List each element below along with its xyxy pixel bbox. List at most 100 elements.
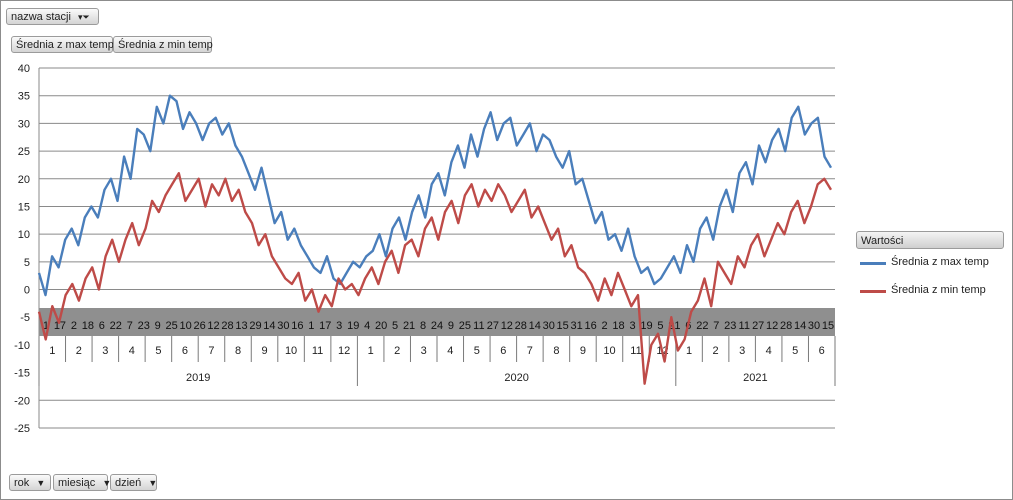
y-tick-label: 5 bbox=[24, 257, 30, 269]
month-label: 7 bbox=[527, 345, 533, 357]
day-label: 6 bbox=[99, 320, 105, 332]
day-label: 28 bbox=[221, 320, 233, 332]
y-tick-label: 25 bbox=[18, 146, 30, 158]
month-label: 12 bbox=[338, 345, 350, 357]
day-label: 22 bbox=[696, 320, 708, 332]
day-label: 12 bbox=[501, 320, 513, 332]
values-field-min-label: Średnia z min temp bbox=[118, 39, 213, 51]
day-label: 11 bbox=[473, 320, 484, 332]
day-label: 25 bbox=[459, 320, 471, 332]
day-label: 27 bbox=[752, 320, 764, 332]
month-label: 3 bbox=[739, 345, 745, 357]
month-label: 10 bbox=[285, 345, 297, 357]
month-label: 4 bbox=[447, 345, 453, 357]
day-label: 17 bbox=[319, 320, 331, 332]
y-tick-label: 30 bbox=[18, 118, 30, 130]
day-label: 7 bbox=[127, 320, 133, 332]
month-label: 3 bbox=[421, 345, 427, 357]
day-label-band bbox=[39, 308, 835, 336]
y-tick-label: -5 bbox=[20, 312, 30, 324]
month-label: 2 bbox=[713, 345, 719, 357]
dropdown-arrow-icon: ▼ bbox=[148, 478, 158, 488]
values-field-min-button[interactable]: Średnia z min temp bbox=[113, 36, 213, 53]
month-label: 4 bbox=[766, 345, 772, 357]
y-tick-label: 10 bbox=[18, 229, 30, 241]
legend-label-min: Średnia z min temp bbox=[891, 284, 986, 296]
day-label: 15 bbox=[822, 320, 834, 332]
funnel-filter-icon: ▾⏷ bbox=[77, 12, 90, 22]
legend-header-label: Wartości bbox=[861, 235, 904, 247]
day-label: 15 bbox=[557, 320, 569, 332]
day-label: 29 bbox=[249, 320, 261, 332]
month-label: 1 bbox=[49, 345, 55, 357]
values-field-max-button[interactable]: Średnia z max temp bbox=[11, 36, 114, 53]
day-label: 14 bbox=[794, 320, 806, 332]
day-label: 25 bbox=[166, 320, 178, 332]
legend-label-max: Średnia z max temp bbox=[891, 256, 989, 268]
series-line-min-temp bbox=[37, 171, 833, 385]
day-label: 22 bbox=[110, 320, 122, 332]
year-label: 2019 bbox=[186, 372, 210, 384]
day-label: 24 bbox=[431, 320, 443, 332]
day-label: 30 bbox=[277, 320, 289, 332]
y-tick-label: 40 bbox=[18, 63, 30, 75]
day-label: 9 bbox=[448, 320, 454, 332]
legend-header[interactable]: Wartości bbox=[856, 231, 1004, 249]
month-label: 6 bbox=[500, 345, 506, 357]
month-label: 2 bbox=[394, 345, 400, 357]
axis-field-month-button[interactable]: miesiąc ▼ bbox=[53, 474, 111, 491]
month-label: 5 bbox=[155, 345, 161, 357]
dropdown-arrow-icon: ▼ bbox=[36, 478, 46, 488]
axis-field-year-label: rok bbox=[14, 477, 30, 489]
day-label: 16 bbox=[291, 320, 303, 332]
day-label: 8 bbox=[420, 320, 426, 332]
day-label: 4 bbox=[364, 320, 370, 332]
day-label: 2 bbox=[602, 320, 608, 332]
day-label: 3 bbox=[336, 320, 342, 332]
axis-field-year-button[interactable]: rok ▼ bbox=[9, 474, 51, 491]
day-label: 11 bbox=[739, 320, 750, 332]
year-label: 2020 bbox=[504, 372, 528, 384]
day-label: 19 bbox=[640, 320, 652, 332]
y-tick-label: 20 bbox=[18, 174, 30, 186]
month-label: 8 bbox=[553, 345, 559, 357]
month-label: 8 bbox=[235, 345, 241, 357]
day-label: 13 bbox=[235, 320, 247, 332]
axis-field-day-button[interactable]: dzień ▼ bbox=[110, 474, 157, 491]
y-tick-label: -10 bbox=[14, 340, 30, 352]
month-label: 1 bbox=[686, 345, 692, 357]
station-filter-button[interactable]: nazwa stacji ▾⏷ bbox=[6, 8, 99, 25]
day-label: 18 bbox=[82, 320, 94, 332]
month-label: 4 bbox=[129, 345, 135, 357]
y-tick-label: -15 bbox=[14, 368, 30, 380]
station-filter-label: nazwa stacji bbox=[11, 11, 71, 23]
day-label: 23 bbox=[724, 320, 736, 332]
day-label: 5 bbox=[657, 320, 663, 332]
day-label: 10 bbox=[180, 320, 192, 332]
axis-field-day-label: dzień bbox=[115, 477, 142, 489]
values-field-max-label: Średnia z max temp bbox=[16, 39, 114, 51]
day-label: 28 bbox=[515, 320, 527, 332]
y-axis: 40 35 30 25 20 15 10 5 0 -5 -10 -15 -20 -25 bbox=[14, 63, 30, 435]
day-label: 27 bbox=[487, 320, 499, 332]
day-label: 23 bbox=[138, 320, 150, 332]
day-label: 12 bbox=[207, 320, 219, 332]
month-label: 5 bbox=[474, 345, 480, 357]
day-label: 16 bbox=[584, 320, 596, 332]
day-label: 30 bbox=[808, 320, 820, 332]
month-label: 5 bbox=[792, 345, 798, 357]
month-label: 11 bbox=[312, 345, 323, 357]
day-label: 7 bbox=[713, 320, 719, 332]
month-label: 6 bbox=[819, 345, 825, 357]
day-label: 9 bbox=[155, 320, 161, 332]
legend: Wartości Średnia z max temp Średnia z mi… bbox=[856, 231, 1004, 305]
year-label: 2021 bbox=[743, 372, 767, 384]
day-label: 1 bbox=[308, 320, 314, 332]
legend-swatch-min bbox=[860, 290, 886, 293]
day-label: 1 bbox=[43, 320, 49, 332]
month-label: 9 bbox=[580, 345, 586, 357]
month-label: 9 bbox=[261, 345, 267, 357]
